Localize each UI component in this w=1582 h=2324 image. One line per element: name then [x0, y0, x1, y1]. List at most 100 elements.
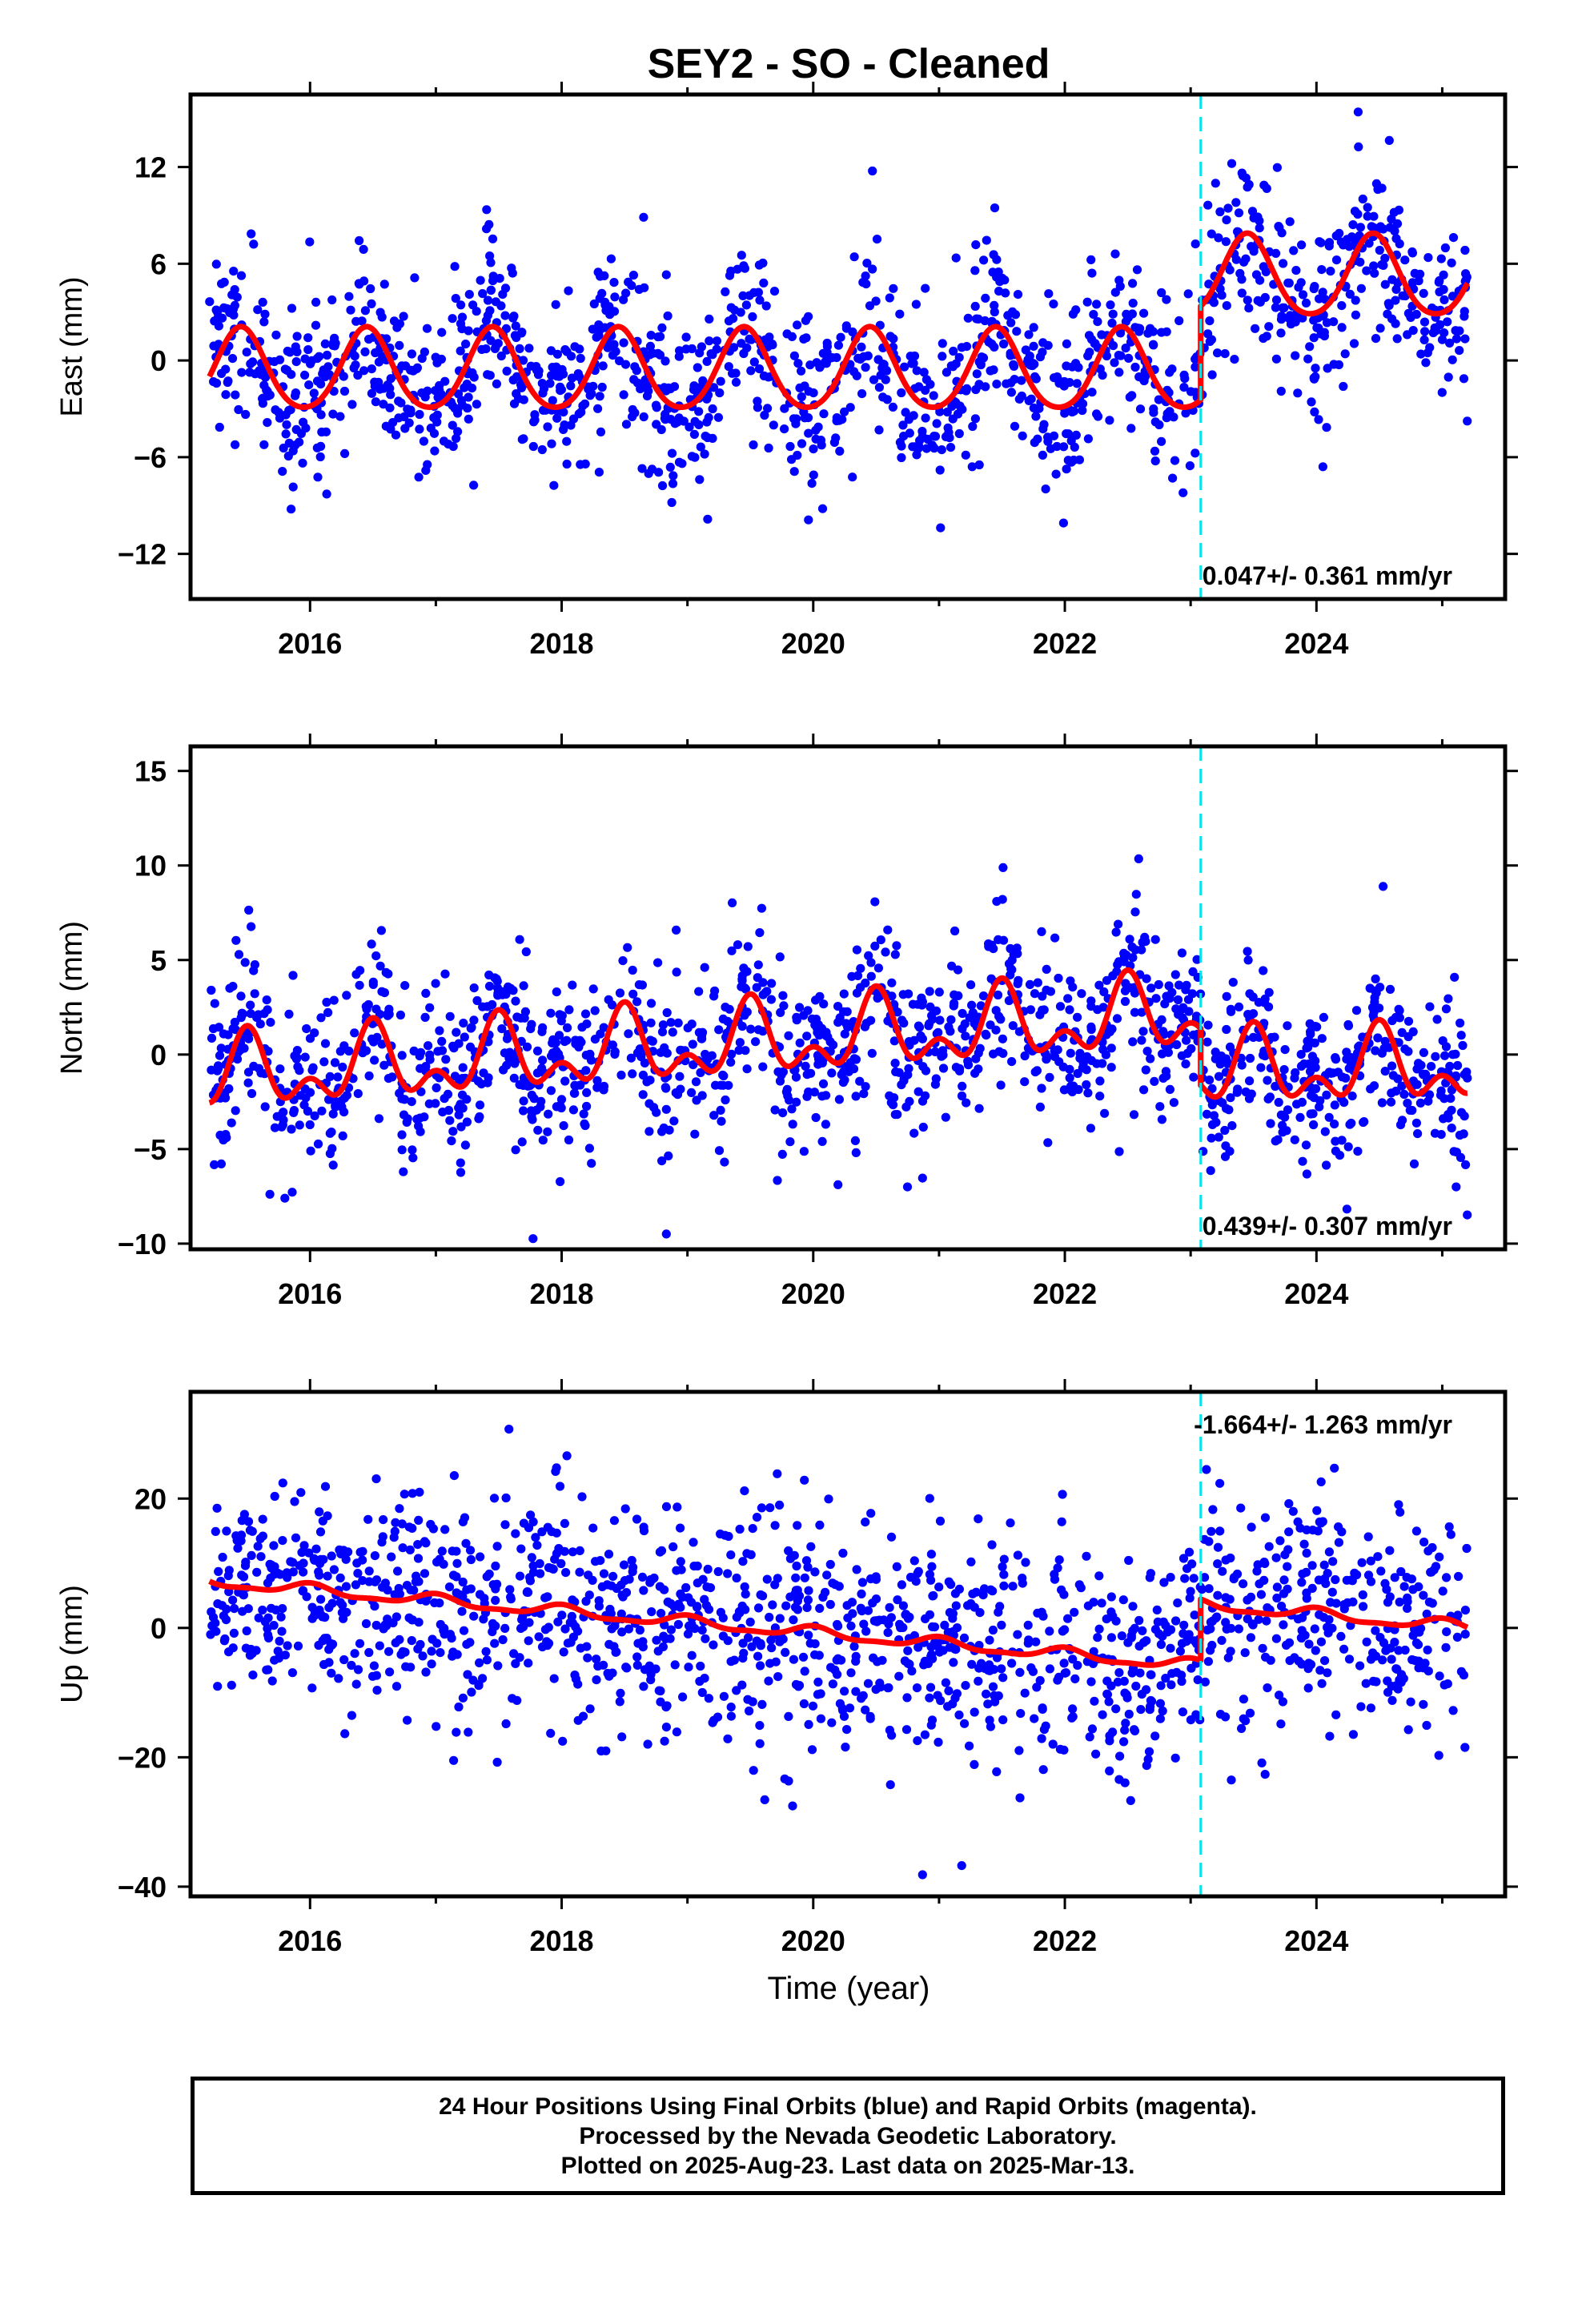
up-data-point — [752, 1636, 761, 1646]
up-data-point — [1236, 1503, 1246, 1513]
up-data-point — [1093, 1633, 1102, 1642]
east-data-point — [486, 285, 496, 295]
east-data-point — [882, 395, 892, 404]
up-data-point — [1098, 1710, 1107, 1719]
north-data-point — [694, 1027, 705, 1037]
east-data-point — [485, 251, 495, 261]
east-data-point — [404, 418, 414, 428]
east-data-point — [749, 287, 759, 297]
north-data-point — [1163, 1047, 1173, 1057]
north-data-point — [1162, 1072, 1171, 1081]
up-data-point — [822, 1570, 832, 1580]
east-data-point — [1294, 283, 1303, 292]
up-data-point — [852, 1565, 861, 1574]
north-data-point — [1368, 1011, 1378, 1020]
east-data-point — [1358, 194, 1367, 204]
east-data-point — [1013, 290, 1023, 300]
north-data-point — [397, 1094, 407, 1104]
up-data-point — [1131, 1681, 1141, 1691]
up-data-point — [791, 1573, 801, 1582]
up-data-point — [1153, 1617, 1162, 1626]
up-data-point — [1030, 1714, 1039, 1723]
east-data-point — [1058, 518, 1068, 528]
east-data-point — [328, 340, 338, 350]
up-data-point — [676, 1557, 685, 1566]
north-data-point — [1421, 1069, 1431, 1079]
up-data-point — [1156, 1639, 1166, 1650]
east-data-point — [436, 354, 447, 364]
up-data-point — [879, 1615, 889, 1625]
north-data-point — [1398, 1116, 1407, 1125]
north-data-point — [770, 1105, 780, 1115]
east-data-point — [460, 383, 469, 392]
east-data-point — [1259, 180, 1269, 190]
north-data-point — [302, 1023, 311, 1034]
north-data-point — [521, 947, 531, 957]
north-data-point — [1192, 955, 1202, 964]
north-data-point — [913, 1087, 923, 1096]
north-data-point — [992, 897, 1002, 907]
east-data-point — [278, 467, 287, 476]
north-data-point — [692, 1096, 701, 1105]
up-data-point — [1297, 1626, 1307, 1635]
north-data-point — [608, 1000, 617, 1010]
east-data-point — [291, 357, 301, 367]
east-data-point — [1430, 323, 1439, 333]
up-data-point — [857, 1589, 866, 1598]
north-data-point — [960, 1019, 970, 1029]
north-data-point — [440, 1094, 449, 1104]
up-data-point — [926, 1683, 936, 1692]
north-data-point — [1218, 1098, 1227, 1108]
east-x-tick-label: 2024 — [1284, 627, 1348, 660]
north-data-point — [599, 1081, 609, 1092]
north-data-point — [1311, 1063, 1320, 1072]
north-data-point — [1223, 1058, 1233, 1068]
up-data-point — [718, 1631, 729, 1641]
east-data-point — [1150, 417, 1160, 427]
north-data-point — [564, 1005, 574, 1015]
up-data-point — [967, 1659, 977, 1669]
north-data-point — [1296, 1050, 1306, 1059]
up-data-point — [616, 1688, 625, 1698]
up-data-point — [898, 1622, 908, 1632]
up-data-point — [458, 1693, 468, 1703]
up-data-point — [1328, 1557, 1338, 1566]
east-data-point — [597, 382, 607, 392]
up-data-point — [1115, 1751, 1125, 1761]
east-data-point — [360, 347, 370, 356]
up-data-point — [789, 1655, 799, 1664]
up-data-point — [803, 1595, 813, 1605]
east-data-point — [657, 480, 668, 491]
east-data-point — [1369, 223, 1379, 232]
east-data-point — [721, 287, 730, 296]
north-data-point — [1014, 975, 1023, 985]
north-data-point — [222, 1133, 231, 1143]
north-data-point — [1245, 1053, 1255, 1063]
up-data-point — [944, 1686, 954, 1695]
north-data-point — [1020, 1077, 1030, 1087]
up-data-point — [1128, 1626, 1138, 1636]
up-data-point — [800, 1475, 809, 1485]
up-data-point — [1271, 1634, 1281, 1643]
up-data-point — [1015, 1793, 1025, 1803]
east-data-point — [600, 323, 610, 332]
up-data-point — [826, 1663, 836, 1672]
north-data-point — [1113, 960, 1122, 970]
up-data-point — [561, 1568, 571, 1578]
north-data-point — [1254, 998, 1263, 1007]
north-data-point — [890, 1110, 900, 1120]
north-data-point — [293, 1062, 303, 1072]
east-data-point — [433, 392, 443, 402]
east-data-point — [304, 380, 314, 390]
north-data-point — [1162, 991, 1171, 1001]
east-data-point — [320, 339, 330, 348]
east-data-point — [629, 375, 639, 384]
up-data-point — [800, 1667, 809, 1676]
north-data-point — [1425, 1002, 1435, 1011]
north-data-point — [819, 999, 829, 1009]
north-data-point — [1042, 964, 1051, 974]
north-data-point — [1456, 1031, 1466, 1040]
north-data-point — [237, 1008, 247, 1018]
up-data-point — [788, 1801, 797, 1811]
up-data-point — [762, 1574, 772, 1584]
